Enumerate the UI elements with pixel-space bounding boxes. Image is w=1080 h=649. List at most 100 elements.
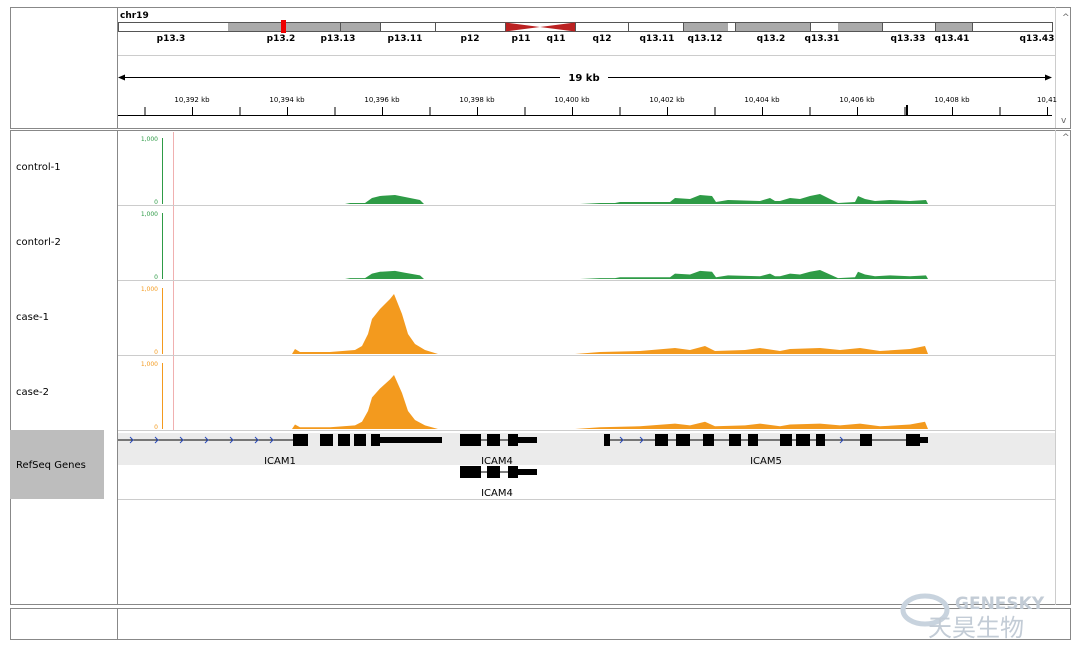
strand-arrow xyxy=(179,436,184,444)
band-label: q13.31 xyxy=(805,34,840,44)
centromere xyxy=(505,22,540,32)
band-label: q13.43 xyxy=(1020,34,1055,44)
exon xyxy=(293,434,308,446)
exon xyxy=(816,434,825,446)
exon xyxy=(371,434,380,446)
bottom-panel xyxy=(10,608,1071,640)
exon xyxy=(676,434,690,446)
watermark-logo xyxy=(900,593,950,627)
cytoband xyxy=(935,23,972,31)
chromosome-name: chr19 xyxy=(120,11,149,21)
band-label: p13.13 xyxy=(321,34,356,44)
gene-label: ICAM1 xyxy=(264,456,296,467)
strand-arrow xyxy=(269,436,274,444)
tracks: control-1 1,000 0 contorl-2 1,000 0 case-1 1,00… xyxy=(16,136,1055,431)
band-label: q11 xyxy=(547,34,566,44)
strand-arrow xyxy=(129,436,134,444)
band-label: q12 xyxy=(593,34,612,44)
band-label: p12 xyxy=(461,34,480,44)
strand-arrow xyxy=(154,436,159,444)
ruler-marker xyxy=(906,105,908,115)
exon xyxy=(354,434,366,446)
exon xyxy=(796,434,810,446)
exon xyxy=(460,466,481,478)
watermark-brand-cn: 天昊生物 xyxy=(928,614,1024,642)
genes: ICAM1 ICAM4 ICAM5 ICAM4 xyxy=(118,434,928,499)
scale-max: 1,000 xyxy=(141,286,158,293)
gene-label: ICAM4 xyxy=(481,488,513,499)
scale-min: 0 xyxy=(154,349,158,356)
centromere xyxy=(540,22,575,32)
exon xyxy=(906,434,920,446)
scale-max: 1,000 xyxy=(141,211,158,218)
ruler-tick-label: 10,402 kb xyxy=(649,96,685,104)
band-label: q13.2 xyxy=(757,34,786,44)
band-label: q13.11 xyxy=(640,34,675,44)
band-label: q13.41 xyxy=(935,34,970,44)
exon xyxy=(780,434,792,446)
scale-min: 0 xyxy=(154,274,158,281)
ruler-tick-label: 10,396 kb xyxy=(364,96,400,104)
span-label: 19 kb xyxy=(568,73,599,84)
current-region xyxy=(281,20,286,33)
arrow-head xyxy=(118,74,125,81)
ruler: 10,392 kb 10,394 kb 10,396 kb 10,398 kb 10,4… xyxy=(144,96,1057,115)
track-name: contorl-2 xyxy=(16,237,61,248)
scroll-up[interactable]: ^ xyxy=(1062,133,1070,143)
chromosome-body xyxy=(118,22,1053,32)
ruler-tick-label: 10,404 kb xyxy=(744,96,780,104)
exon xyxy=(320,434,333,446)
exon xyxy=(860,434,872,446)
scale-max: 1,000 xyxy=(141,361,158,368)
exon xyxy=(604,434,610,446)
ruler-tick-label: 10,41 xyxy=(1037,96,1057,104)
ruler-tick-label: 10,408 kb xyxy=(934,96,970,104)
strand-arrow xyxy=(639,436,644,444)
gene-label: ICAM4 xyxy=(481,456,513,467)
scale-max: 1,000 xyxy=(141,136,158,143)
gene-label: ICAM5 xyxy=(750,456,782,467)
watermark-brand: GENESKY xyxy=(955,594,1045,614)
gene-band xyxy=(118,433,1055,465)
exon xyxy=(487,466,500,478)
scale-min: 0 xyxy=(154,424,158,431)
track-name: control-1 xyxy=(16,162,61,173)
exon xyxy=(655,434,668,446)
cytoband xyxy=(683,23,728,31)
exon xyxy=(508,466,518,478)
strand-arrow xyxy=(229,436,234,444)
band-label: p13.2 xyxy=(267,34,296,44)
strand-arrow xyxy=(204,436,209,444)
exon xyxy=(338,434,350,446)
strand-arrow xyxy=(619,436,624,444)
arrow-head xyxy=(1045,74,1052,81)
utr xyxy=(518,437,537,443)
band-label: q13.12 xyxy=(688,34,723,44)
band-label: p13.11 xyxy=(388,34,423,44)
gene-track-name: RefSeq Genes xyxy=(16,460,86,471)
band-label: p11 xyxy=(512,34,531,44)
ruler-tick-label: 10,406 kb xyxy=(839,96,875,104)
track-name: case-1 xyxy=(16,312,49,323)
strand-arrow xyxy=(839,436,844,444)
cytoband xyxy=(838,23,882,31)
band-label: p13.3 xyxy=(157,34,186,44)
exon xyxy=(508,434,518,446)
exon xyxy=(748,434,758,446)
exon xyxy=(487,434,500,446)
ruler-tick-label: 10,398 kb xyxy=(459,96,495,104)
scale-min: 0 xyxy=(154,199,158,206)
utr xyxy=(380,437,442,443)
utr xyxy=(518,469,537,475)
ruler-tick-label: 10,394 kb xyxy=(269,96,305,104)
strand-arrow xyxy=(254,436,259,444)
scroll-down[interactable]: v xyxy=(1061,116,1067,126)
exon xyxy=(703,434,714,446)
cytoband xyxy=(228,23,380,31)
ruler-tick-label: 10,392 kb xyxy=(174,96,210,104)
scroll-up[interactable]: ^ xyxy=(1062,13,1070,23)
ideogram: p13.3 p13.2 p13.13 p13.11 p12 p11 q11 q12 q13.11… xyxy=(118,20,1055,44)
exon xyxy=(729,434,741,446)
